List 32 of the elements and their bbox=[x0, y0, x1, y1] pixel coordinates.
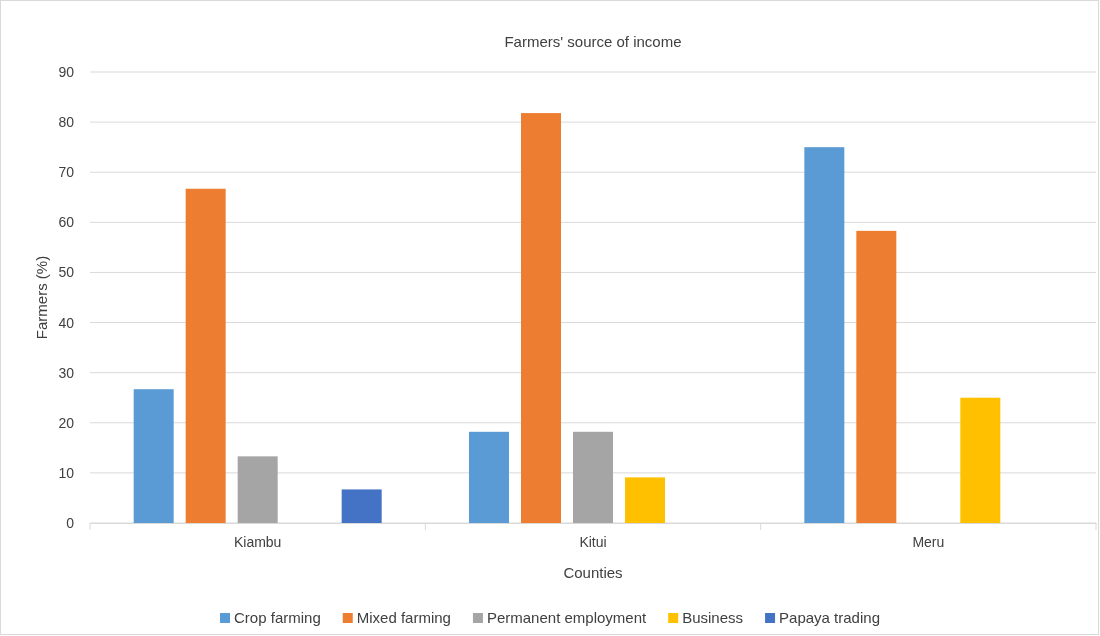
y-tick-label: 40 bbox=[58, 314, 75, 331]
bar bbox=[521, 113, 561, 523]
legend-label: Mixed farming bbox=[356, 609, 451, 626]
legend-label: Crop farming bbox=[234, 609, 321, 626]
y-tick-label: 20 bbox=[58, 414, 75, 431]
bar bbox=[625, 477, 665, 523]
y-tick-label: 30 bbox=[58, 364, 75, 381]
bar bbox=[185, 188, 226, 523]
x-axis-title: Counties bbox=[563, 564, 623, 581]
legend-label: Papaya trading bbox=[779, 609, 880, 626]
y-tick-label: 50 bbox=[58, 264, 75, 281]
bar bbox=[469, 431, 509, 523]
y-tick-label: 70 bbox=[58, 164, 75, 181]
y-tick-label: 0 bbox=[66, 514, 75, 531]
y-tick-label: 90 bbox=[58, 63, 75, 80]
legend-label: Permanent employment bbox=[486, 609, 648, 626]
x-tick-label: Meru bbox=[912, 533, 945, 550]
bar bbox=[237, 456, 278, 523]
x-tick-label: Kiambu bbox=[233, 533, 282, 550]
x-tick-label: Kitui bbox=[579, 533, 607, 550]
bar bbox=[804, 147, 845, 523]
legend-label: Business bbox=[682, 609, 744, 626]
chart-title: Farmers' source of income bbox=[504, 33, 682, 50]
y-axis-title: Farmers (%) bbox=[33, 255, 50, 340]
y-tick-label: 80 bbox=[58, 114, 75, 131]
bar bbox=[856, 230, 897, 523]
bar bbox=[960, 397, 1001, 523]
y-tick-label: 60 bbox=[58, 214, 75, 231]
bar bbox=[133, 389, 174, 523]
bar bbox=[341, 489, 382, 523]
bar bbox=[573, 431, 613, 523]
y-tick-label: 10 bbox=[58, 464, 75, 481]
